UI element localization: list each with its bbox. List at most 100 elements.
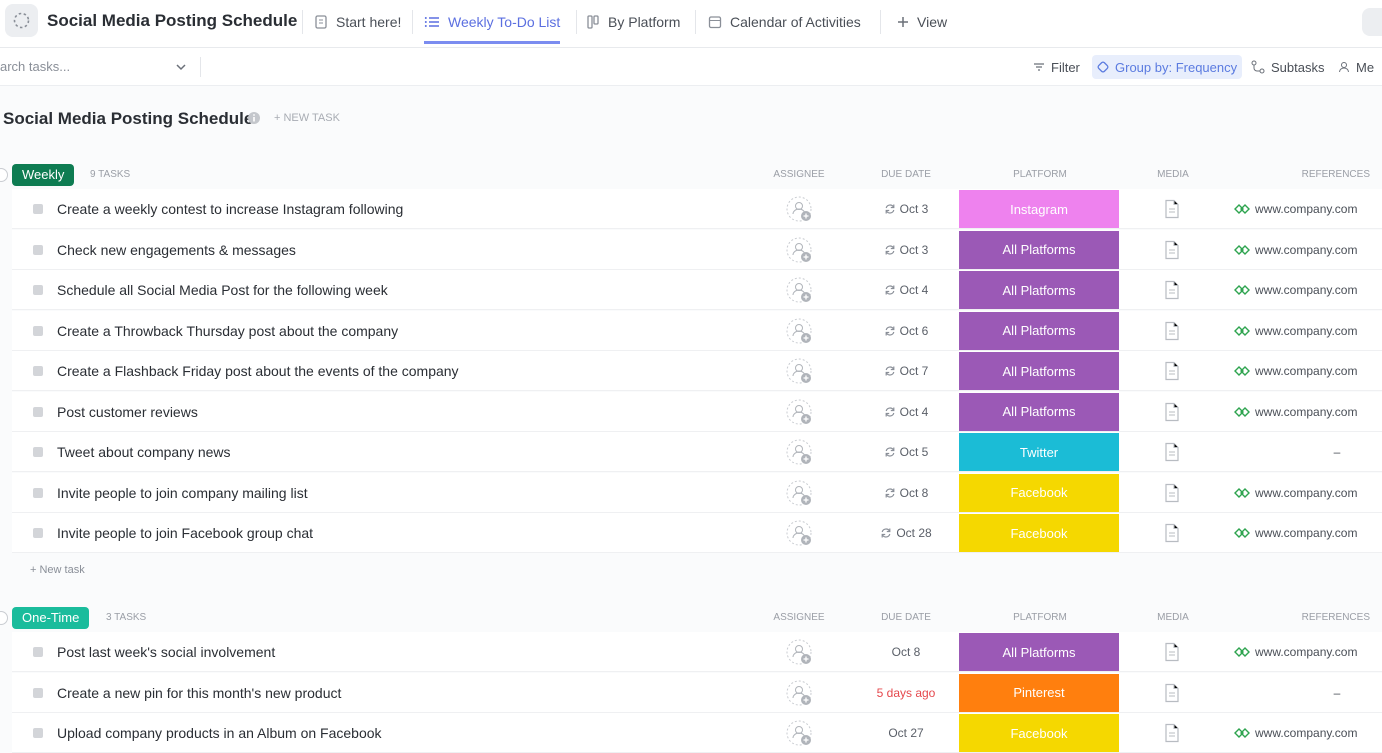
reference-link[interactable]: www.company.com [1234,632,1357,672]
task-checkbox[interactable] [33,244,43,255]
media-button[interactable] [1163,280,1181,300]
due-date[interactable]: Oct 5 [856,432,956,472]
media-button[interactable] [1163,523,1181,543]
reference-link[interactable]: www.company.com [1234,311,1357,351]
due-date[interactable]: Oct 3 [856,230,956,270]
task-checkbox[interactable] [33,487,43,498]
task-row[interactable]: Create a weekly contest to increase Inst… [12,189,1382,229]
media-button[interactable] [1163,723,1181,743]
tab[interactable]: Weekly To-Do List [424,0,561,44]
tab[interactable]: Calendar of Activities [708,0,861,44]
task-row[interactable]: Upload company products in an Album on F… [12,713,1382,753]
task-checkbox[interactable] [33,687,43,698]
due-date[interactable]: 5 days ago [856,673,956,713]
assignee-button[interactable] [785,357,815,387]
assignee-button[interactable] [785,438,815,468]
task-checkbox[interactable] [33,647,43,657]
task-name[interactable]: Create a weekly contest to increase Inst… [57,201,404,217]
task-row[interactable]: Create a Throwback Thursday post about t… [12,310,1382,351]
media-button[interactable] [1163,483,1181,503]
task-name[interactable]: Invite people to join Facebook group cha… [57,525,314,541]
media-button[interactable] [1163,683,1181,703]
assignee-button[interactable] [785,719,815,749]
due-date[interactable]: Oct 8 [856,473,956,513]
group-tag[interactable]: One-Time [12,607,90,629]
tab[interactable]: By Platform [586,0,680,44]
reference-link[interactable]: www.company.com [1234,351,1357,391]
task-checkbox[interactable] [33,406,43,417]
new-task-link[interactable]: + New task [30,563,85,576]
task-checkbox[interactable] [33,447,43,457]
platform-cell[interactable]: Facebook [959,514,1119,552]
assignee-button[interactable] [785,479,815,509]
task-name[interactable]: Invite people to join company mailing li… [57,484,308,501]
task-row[interactable]: Create a Flashback Friday post about the… [12,351,1382,391]
due-date[interactable]: Oct 28 [856,513,956,553]
platform-cell[interactable]: All Platforms [959,311,1119,350]
reference-link[interactable]: www.company.com [1234,230,1357,270]
due-date[interactable]: Oct 8 [856,632,956,672]
reference-link[interactable]: www.company.com [1234,713,1357,753]
due-date[interactable]: Oct 7 [856,351,956,391]
media-button[interactable] [1163,402,1181,422]
task-name[interactable]: Post last week's social involvement [57,644,276,660]
due-date[interactable]: Oct 6 [856,311,956,351]
task-name[interactable]: Upload company products in an Album on F… [57,725,382,741]
tab[interactable]: View [897,0,947,44]
platform-cell[interactable]: All Platforms [959,633,1119,671]
platform-cell[interactable]: All Platforms [959,352,1119,390]
platform-cell[interactable]: All Platforms [959,230,1119,269]
search-input[interactable]: arch tasks... [0,59,71,74]
group-tag[interactable]: Weekly [12,164,75,186]
task-checkbox[interactable] [33,366,43,376]
task-row[interactable]: Tweet about company news Oct 5 Twitter – [12,432,1382,472]
reference-link[interactable]: www.company.com [1234,189,1357,229]
search-chevron[interactable] [174,60,188,74]
workspace-icon[interactable] [5,4,38,37]
media-button[interactable] [1163,442,1181,462]
task-checkbox[interactable] [33,325,43,336]
toolbar-button[interactable]: Subtasks [1246,55,1329,79]
tab[interactable]: Start here! [314,0,401,44]
task-row[interactable]: Post customer reviews Oct 4 All Platforms w… [12,391,1382,432]
due-date[interactable]: Oct 4 [856,270,956,310]
task-name[interactable]: Post customer reviews [57,403,198,420]
task-row[interactable]: Invite people to join company mailing li… [12,472,1382,513]
due-date[interactable]: Oct 4 [856,392,956,432]
task-name[interactable]: Tweet about company news [57,444,231,460]
platform-cell[interactable]: Instagram [959,190,1119,228]
assignee-button[interactable] [785,638,815,668]
reference-link[interactable]: www.company.com [1234,473,1357,513]
task-name[interactable]: Create a Flashback Friday post about the… [57,363,459,379]
reference-link[interactable]: www.company.com [1234,513,1357,553]
task-checkbox[interactable] [33,285,43,295]
assignee-button[interactable] [785,236,815,266]
task-row[interactable]: Schedule all Social Media Post for the f… [12,270,1382,310]
profile-icon[interactable] [1362,8,1382,36]
platform-cell[interactable]: Facebook [959,473,1119,512]
media-button[interactable] [1163,321,1181,341]
toolbar-button[interactable]: Me [1333,55,1379,79]
media-button[interactable] [1163,642,1181,662]
task-name[interactable]: Create a Throwback Thursday post about t… [57,322,399,339]
media-button[interactable] [1163,199,1181,219]
assignee-button[interactable] [785,519,815,549]
media-button[interactable] [1163,240,1181,260]
platform-cell[interactable]: All Platforms [959,271,1119,309]
task-row[interactable]: Create a new pin for this month's new pr… [12,672,1382,713]
platform-cell[interactable]: All Platforms [959,392,1119,431]
assignee-button[interactable] [785,679,815,709]
due-date[interactable]: Oct 27 [856,713,956,753]
media-button[interactable] [1163,361,1181,381]
toolbar-button[interactable]: Group by: Frequency [1092,55,1243,79]
task-row[interactable]: Invite people to join Facebook group cha… [12,513,1382,553]
group-toggle[interactable] [0,611,8,625]
reference-link[interactable]: www.company.com [1234,270,1357,310]
task-name[interactable]: Schedule all Social Media Post for the f… [57,282,388,298]
new-task-button[interactable]: + NEW TASK [274,112,340,124]
task-row[interactable]: Check new engagements & messages Oct 3 All… [12,229,1382,270]
toolbar-button[interactable]: Filter [1028,55,1085,79]
assignee-button[interactable] [785,317,815,347]
reference-link[interactable]: www.company.com [1234,392,1357,432]
due-date[interactable]: Oct 3 [856,189,956,229]
